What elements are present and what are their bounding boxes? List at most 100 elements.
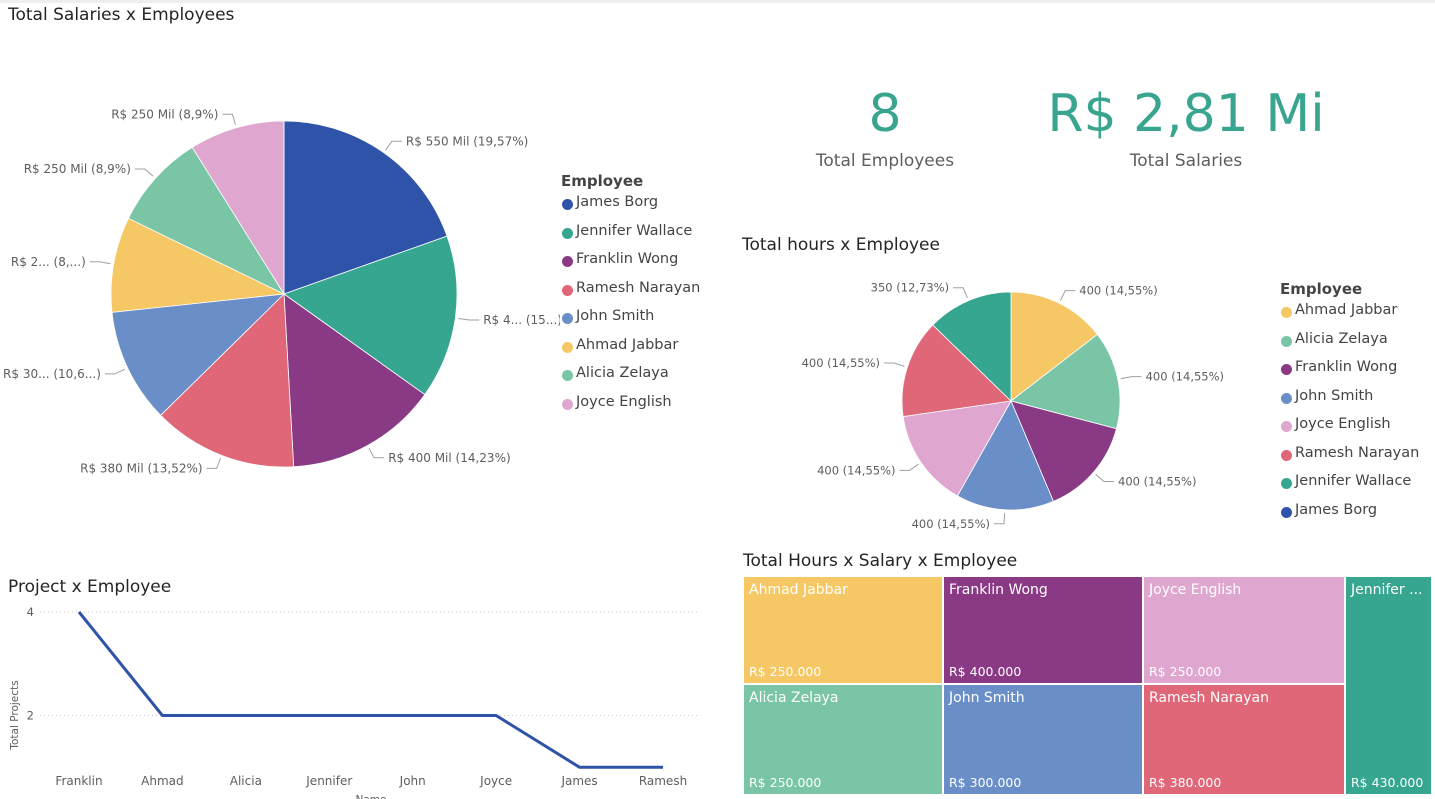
treemap-cell-alicia-zelaya[interactable]: Alicia Zelaya R$ 250.000 [743, 684, 943, 795]
pie-slice-james-borg[interactable] [283, 120, 448, 295]
data-point-joyce[interactable] [494, 714, 498, 718]
hours-pie-title: Total hours x Employee [742, 235, 940, 255]
legend-marker [562, 284, 573, 296]
treemap-cell-label: Joyce English [1149, 582, 1242, 598]
legend-item-jennifer-wallace[interactable]: Jennifer Wallace [1280, 473, 1411, 502]
legend-item-joyce-english[interactable]: Joyce English [561, 394, 672, 423]
legend-marker [1281, 392, 1292, 404]
legend-label: Joyce English [576, 393, 672, 410]
pie-slice-franklin-wong[interactable] [1010, 400, 1117, 502]
pie-slice-ramesh-narayan[interactable] [160, 293, 295, 468]
data-label: 400 (14,55%) [817, 463, 895, 477]
x-tick-label: Franklin [55, 774, 102, 788]
treemap-cell-value: R$ 250.000 [749, 664, 822, 679]
legend-item-alicia-zelaya[interactable]: Alicia Zelaya [561, 365, 669, 394]
data-label: 400 (14,55%) [912, 517, 990, 531]
legend-item-jennifer-wallace[interactable]: Jennifer Wallace [561, 223, 692, 252]
legend-marker [1281, 478, 1292, 489]
data-point-john[interactable] [411, 714, 415, 718]
treemap-cell-jennifer[interactable]: Jennifer ... R$ 430.000 [1345, 576, 1432, 795]
data-point-jennifer[interactable] [327, 714, 331, 718]
treemap-cell-ahmad-jabbar[interactable]: Ahmad Jabbar R$ 250.000 [743, 576, 943, 684]
salaries-pie-legend[interactable]: Employee James Borg Jennifer Wallace Frank… [561, 172, 700, 423]
total-employees-label: Total Employees [815, 151, 955, 171]
treemap-cell-ramesh-narayan[interactable]: Ramesh Narayan R$ 380.000 [1143, 684, 1345, 795]
legend-item-john-smith[interactable]: John Smith [1280, 388, 1373, 417]
pie-slice-alicia-zelaya[interactable] [1010, 333, 1121, 430]
legend-label: John Smith [576, 308, 655, 324]
data-label: R$ 30... (10,6...) [3, 367, 101, 381]
x-tick-label: Alicia [230, 774, 262, 788]
salaries-pie-title: Total Salaries x Employees [8, 5, 235, 25]
legend-marker [562, 256, 573, 267]
pie-slice-alicia-zelaya[interactable] [127, 146, 286, 295]
legend-label: Ramesh Narayan [576, 279, 701, 296]
legend-item-john-smith[interactable]: John Smith [561, 308, 654, 337]
legend-marker [562, 370, 573, 381]
pie-slice-jennifer-wallace[interactable] [932, 291, 1012, 402]
legend-item-ramesh-narayan[interactable]: Ramesh Narayan [561, 280, 700, 309]
data-point-ahmad[interactable] [160, 714, 164, 718]
treemap-cell-john-smith[interactable]: John Smith R$ 300.000 [943, 684, 1143, 795]
x-tick-label: Jennifer [305, 774, 352, 788]
pie-slice-ahmad-jabbar[interactable] [1010, 291, 1098, 402]
legend-marker [562, 341, 573, 353]
leader-line [884, 362, 905, 367]
pie-slice-ramesh-narayan[interactable] [901, 324, 1012, 417]
legend-marker [1281, 421, 1292, 432]
pie-slice-joyce-english[interactable] [902, 400, 1012, 497]
y-tick-label: 2 [27, 709, 34, 723]
data-label: R$ 2... (8,...) [11, 255, 86, 269]
leader-line [104, 368, 126, 375]
hours-pie-legend[interactable]: Employee Ahmad Jabbar Alicia Zelaya Frankl… [1280, 280, 1419, 531]
legend-label: Jennifer Wallace [576, 222, 693, 239]
data-point-ramesh[interactable] [661, 765, 665, 769]
legend-label: Alicia Zelaya [1295, 330, 1388, 347]
legend-label: James Borg [576, 194, 659, 210]
pie-slice-ahmad-jabbar[interactable] [110, 217, 286, 313]
legend-item-ramesh-narayan[interactable]: Ramesh Narayan [1280, 445, 1419, 474]
legend-item-ahmad-jabbar[interactable]: Ahmad Jabbar [561, 337, 678, 366]
treemap-cell-joyce-english[interactable]: Joyce English R$ 250.000 [1143, 576, 1345, 684]
pie-slice-franklin-wong[interactable] [283, 293, 426, 468]
legend-marker [562, 313, 573, 324]
pie-slice-joyce-english[interactable] [191, 120, 285, 296]
treemap-cell-label: Franklin Wong [949, 582, 1048, 598]
data-point-franklin[interactable] [77, 610, 81, 614]
leader-line [994, 512, 1006, 525]
treemap-title: Total Hours x Salary x Employee [743, 551, 1018, 571]
data-label: R$ 400 Mil (14,23%) [388, 451, 510, 465]
data-label: 350 (12,73%) [871, 281, 949, 295]
x-tick-label: James [560, 774, 597, 788]
legend-item-franklin-wong[interactable]: Franklin Wong [561, 251, 678, 280]
legend-label: Ahmad Jabbar [576, 336, 679, 353]
treemap-cell-value: R$ 400.000 [949, 664, 1022, 679]
pie-slice-john-smith[interactable] [111, 293, 286, 416]
treemap-cell-value: R$ 380.000 [1149, 775, 1222, 790]
total-salaries-value: R$ 2,81 Mi [1047, 84, 1325, 144]
legend-item-james-borg[interactable]: James Borg [1280, 502, 1377, 531]
legend-marker [1281, 307, 1292, 318]
y-tick-label: 4 [27, 605, 34, 619]
leader-line [134, 168, 154, 177]
leader-line [899, 463, 919, 471]
legend-title: Employee [1280, 280, 1363, 298]
legend-item-joyce-english[interactable]: Joyce English [1280, 416, 1391, 445]
pie-slice-john-smith[interactable] [956, 400, 1054, 511]
data-label: 400 (14,55%) [1079, 284, 1157, 298]
legend-marker [562, 227, 573, 239]
treemap-cell-value: R$ 430.000 [1351, 775, 1424, 790]
project-line-chart: 2 4 Total Projects Franklin Ahmad Alicia Jenni… [9, 605, 700, 799]
treemap-cell-label: Ramesh Narayan [1149, 690, 1269, 706]
legend-item-james-borg[interactable]: James Borg [561, 194, 658, 223]
x-tick-label: Joyce [479, 774, 512, 788]
data-point-alicia[interactable] [244, 714, 248, 718]
legend-item-alicia-zelaya[interactable]: Alicia Zelaya [1280, 331, 1388, 360]
treemap-cell-franklin-wong[interactable]: Franklin Wong R$ 400.000 [943, 576, 1143, 684]
legend-item-franklin-wong[interactable]: Franklin Wong [1280, 359, 1397, 388]
data-point-james[interactable] [578, 765, 582, 769]
series-line-total-projects[interactable] [77, 611, 663, 769]
legend-marker [1281, 506, 1292, 518]
legend-item-ahmad-jabbar[interactable]: Ahmad Jabbar [1280, 302, 1397, 331]
pie-slice-jennifer-wallace[interactable] [283, 235, 458, 396]
